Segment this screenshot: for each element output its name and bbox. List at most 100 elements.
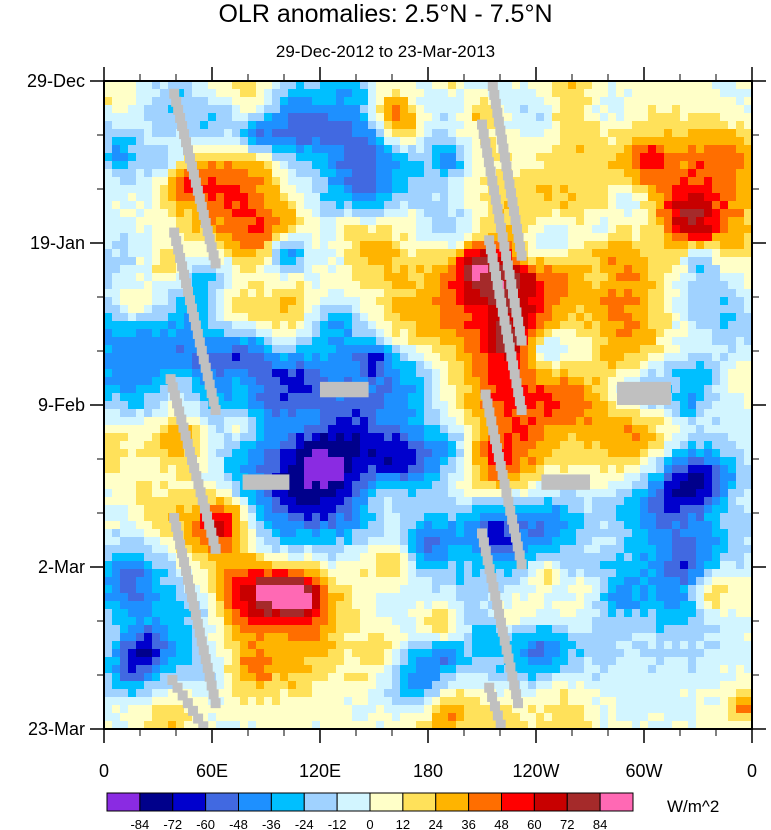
field-cell <box>688 193 697 202</box>
field-cell <box>504 305 513 314</box>
field-cell <box>600 497 609 506</box>
field-cell <box>128 513 137 522</box>
field-cell <box>608 161 617 170</box>
field-cell <box>424 137 433 146</box>
field-cell <box>144 529 153 538</box>
field-cell <box>688 281 697 290</box>
field-cell <box>232 473 241 482</box>
field-cell <box>640 361 649 370</box>
field-cell <box>288 521 297 530</box>
field-cell <box>328 569 337 578</box>
field-cell <box>496 169 505 178</box>
field-cell <box>616 361 625 370</box>
field-cell <box>152 473 161 482</box>
field-cell <box>352 137 361 146</box>
field-cell <box>728 481 737 490</box>
field-cell <box>720 513 729 522</box>
field-cell <box>536 465 545 474</box>
field-cell <box>592 193 601 202</box>
field-cell <box>384 401 393 410</box>
field-cell <box>112 433 121 442</box>
field-cell <box>120 337 129 346</box>
field-cell <box>536 153 545 162</box>
field-cell <box>664 145 673 154</box>
field-cell <box>736 417 745 426</box>
field-cell <box>552 145 561 154</box>
field-cell <box>544 513 553 522</box>
field-cell <box>472 361 481 370</box>
field-cell <box>152 513 161 522</box>
field-cell <box>264 169 273 178</box>
field-cell <box>536 545 545 554</box>
field-cell <box>256 217 265 226</box>
field-cell <box>528 121 537 130</box>
field-cell <box>576 105 585 114</box>
field-cell <box>472 393 481 402</box>
field-cell <box>120 217 129 226</box>
field-cell <box>320 537 329 546</box>
field-cell <box>664 201 673 210</box>
field-cell <box>104 353 113 362</box>
field-cell <box>464 513 473 522</box>
field-cell <box>728 209 737 218</box>
field-cell <box>552 169 561 178</box>
field-cell <box>648 249 657 258</box>
field-cell <box>184 169 193 178</box>
field-cell <box>656 185 665 194</box>
field-cell <box>720 537 729 546</box>
field-cell <box>112 145 121 154</box>
field-cell <box>344 129 353 138</box>
field-cell <box>304 449 313 458</box>
field-cell <box>224 537 233 546</box>
field-cell <box>104 241 113 250</box>
field-cell <box>632 489 641 498</box>
field-cell <box>736 217 745 226</box>
field-cell <box>224 193 233 202</box>
field-cell <box>672 529 681 538</box>
field-cell <box>448 281 457 290</box>
field-cell <box>576 433 585 442</box>
field-cell <box>744 161 752 170</box>
field-cell <box>248 433 257 442</box>
field-cell <box>408 449 417 458</box>
field-cell <box>624 545 633 554</box>
field-cell <box>160 513 169 522</box>
field-cell <box>240 121 249 130</box>
field-cell <box>288 473 297 482</box>
field-cell <box>160 337 169 346</box>
field-cell <box>400 289 409 298</box>
field-cell <box>536 321 545 330</box>
field-cell <box>112 217 121 226</box>
field-cell <box>216 113 225 122</box>
field-cell <box>520 265 529 274</box>
field-cell <box>536 289 545 298</box>
field-cell <box>464 505 473 514</box>
field-cell <box>568 281 577 290</box>
field-cell <box>552 329 561 338</box>
field-cell <box>224 113 233 122</box>
field-cell <box>568 337 577 346</box>
field-cell <box>232 89 241 98</box>
field-cell <box>664 273 673 282</box>
field-cell <box>440 361 449 370</box>
field-cell <box>560 433 569 442</box>
field-cell <box>352 201 361 210</box>
field-cell <box>728 425 737 434</box>
field-cell <box>536 193 545 202</box>
field-cell <box>584 441 593 450</box>
field-cell <box>248 105 257 114</box>
field-cell <box>632 265 641 274</box>
field-cell <box>488 457 497 466</box>
field-cell <box>112 209 121 218</box>
field-cell <box>584 273 593 282</box>
field-cell <box>336 449 345 458</box>
field-cell <box>384 361 393 370</box>
field-cell <box>328 225 337 234</box>
field-cell <box>520 281 529 290</box>
field-cell <box>136 217 145 226</box>
field-cell <box>240 129 249 138</box>
field-cell <box>600 89 609 98</box>
field-cell <box>152 313 161 322</box>
field-cell <box>488 289 497 298</box>
field-cell <box>552 297 561 306</box>
